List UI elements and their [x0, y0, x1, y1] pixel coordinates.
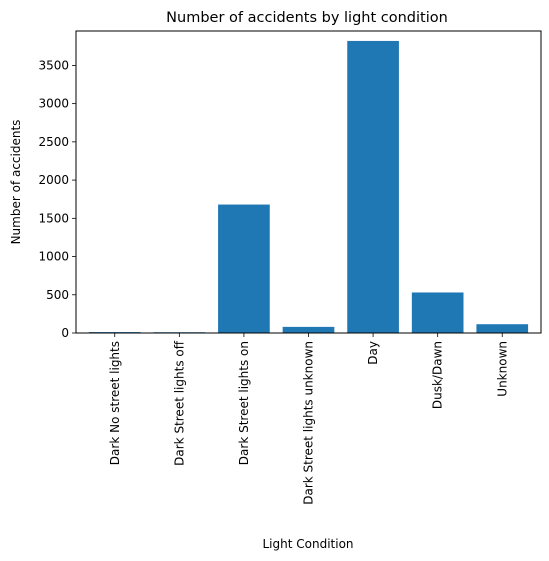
y-tick-label-4: 2000	[38, 173, 69, 187]
x-tick-label-4: Day	[366, 341, 380, 365]
x-axis: Dark No street lights Dark Street lights …	[108, 333, 509, 505]
bar-4	[347, 40, 399, 333]
y-tick-label-2: 1000	[38, 250, 69, 264]
x-tick-label-1: Dark Street lights off	[172, 340, 186, 466]
bars-group	[88, 40, 529, 333]
bar-2	[218, 204, 270, 333]
y-tick-label-1: 500	[46, 288, 69, 302]
x-axis-title: Light Condition	[262, 537, 353, 551]
bar-5	[411, 292, 464, 333]
y-tick-label-7: 3500	[38, 58, 69, 72]
x-tick-label-6: Unknown	[495, 341, 509, 397]
y-tick-label-0: 0	[61, 326, 69, 340]
y-tick-label-5: 2500	[38, 135, 69, 149]
plot-frame	[75, 30, 542, 334]
y-tick-label-6: 3000	[38, 97, 69, 111]
chart-title: Number of accidents by light condition	[166, 10, 448, 26]
x-tick-label-2: Dark Street lights on	[237, 341, 251, 465]
x-tick-label-0: Dark No street lights	[108, 341, 122, 465]
y-axis-title: Number of accidents	[9, 120, 23, 245]
bar-6	[476, 324, 529, 333]
x-tick-label-5: Dusk/Dawn	[431, 341, 445, 409]
y-axis: 0 500 1000 1500 2000 2500 3000 3500	[38, 58, 76, 340]
x-tick-label-3: Dark Street lights unknown	[302, 341, 316, 505]
y-tick-label-3: 1500	[38, 211, 69, 225]
bar-3	[282, 326, 335, 333]
